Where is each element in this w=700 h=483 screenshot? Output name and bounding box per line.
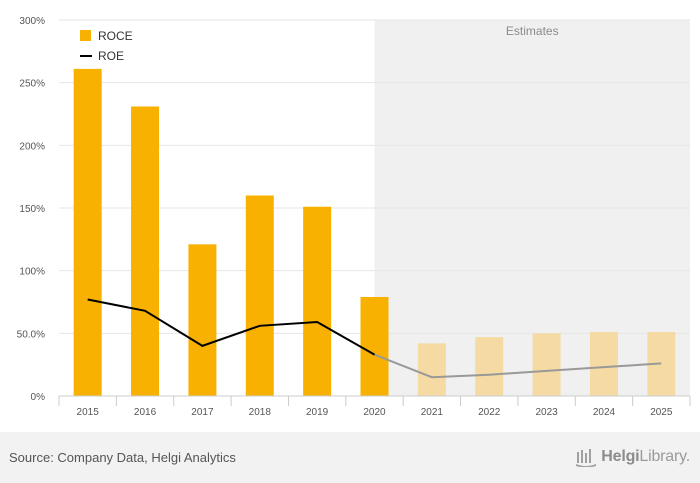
roce-bar-2021 [417,343,446,396]
legend-roce-swatch [80,30,91,41]
x-tick-label: 2016 [134,407,157,418]
roce-bar-2019 [303,206,332,396]
roce-bar-2018 [245,195,274,396]
legend-roe-label: ROE [98,49,124,63]
helgi-library-logo[interactable]: HelgiLibrary. [575,446,690,468]
source-note: Source: Company Data, Helgi Analytics [9,450,236,465]
axes: 0% 50.0% 100% 150% 200% 250% 300% 2015 2016 2017 2… [17,16,691,418]
library-building-icon [576,449,597,467]
chart: 0% 50.0% 100% 150% 200% 250% 300% 2015 2016 2017 2… [17,16,691,418]
y-tick-label: 300% [19,16,45,27]
y-tick-label: 100% [19,267,45,278]
roce-bar-2017 [188,244,217,396]
roe-line-estimates [374,353,662,379]
x-tick-label: 2022 [478,407,501,418]
x-tick-label: 2015 [77,407,100,418]
roce-bar-2020 [360,296,389,396]
roce-bar-2016 [131,106,160,396]
legend: ROCE ROE [80,29,133,63]
y-tick-label: 0% [31,392,46,403]
bars [73,68,676,396]
y-tick-label: 150% [19,204,45,215]
x-tick-label: 2018 [249,407,272,418]
roe-line-actual [87,298,375,356]
roce-bar-2015 [73,68,102,396]
logo-text: HelgiLibrary. [601,448,690,466]
x-tick-label: 2017 [191,407,214,418]
roce-bar-2022 [475,337,504,396]
logo-bold: Helgi [601,448,640,465]
x-tick-label: 2021 [421,407,444,418]
x-tick-label: 2024 [593,407,616,418]
x-tick-label: 2020 [363,407,386,418]
x-tick-label: 2019 [306,407,329,418]
roce-bar-2024 [589,332,618,396]
estimates-label: Estimates [506,24,559,38]
x-tick-label: 2025 [650,407,673,418]
y-tick-label: 250% [19,79,45,90]
y-tick-label: 200% [19,141,45,152]
y-tick-label: 50.0% [17,329,45,340]
legend-roce-label: ROCE [98,29,133,43]
footer: Source: Company Data, Helgi Analytics He… [0,432,700,483]
roce-bar-2023 [532,333,561,396]
logo-rest: Library. [639,448,690,465]
line-series [87,298,662,379]
x-tick-label: 2023 [535,407,558,418]
